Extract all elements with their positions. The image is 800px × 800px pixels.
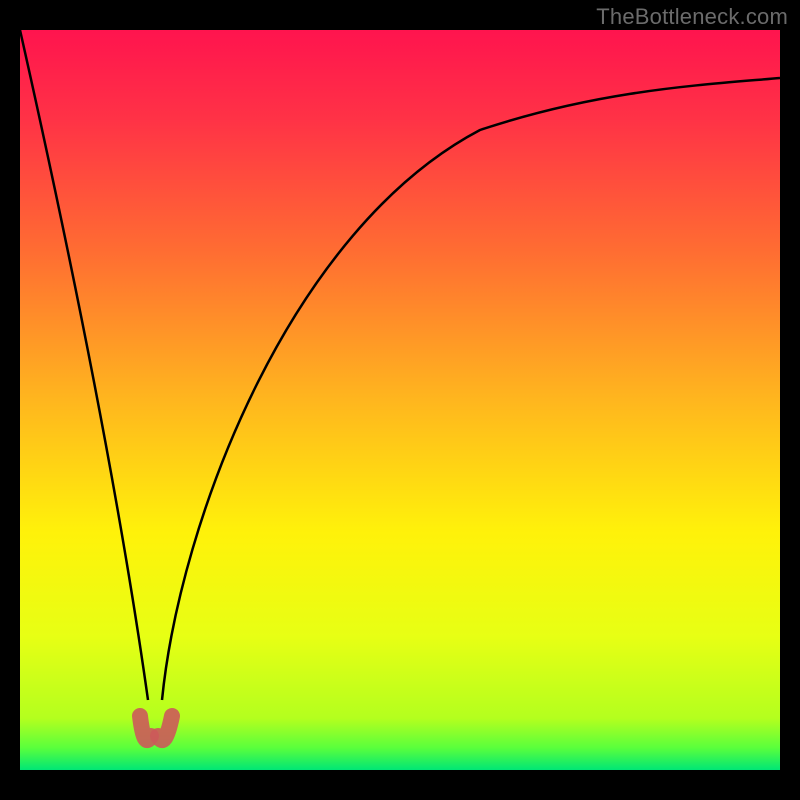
bottleneck-chart [0, 0, 800, 800]
border-bottom [0, 770, 800, 800]
chart-root: TheBottleneck.com [0, 0, 800, 800]
gradient-background [20, 30, 780, 770]
watermark-text: TheBottleneck.com [596, 4, 788, 30]
border-left [0, 0, 20, 800]
border-right [780, 0, 800, 800]
